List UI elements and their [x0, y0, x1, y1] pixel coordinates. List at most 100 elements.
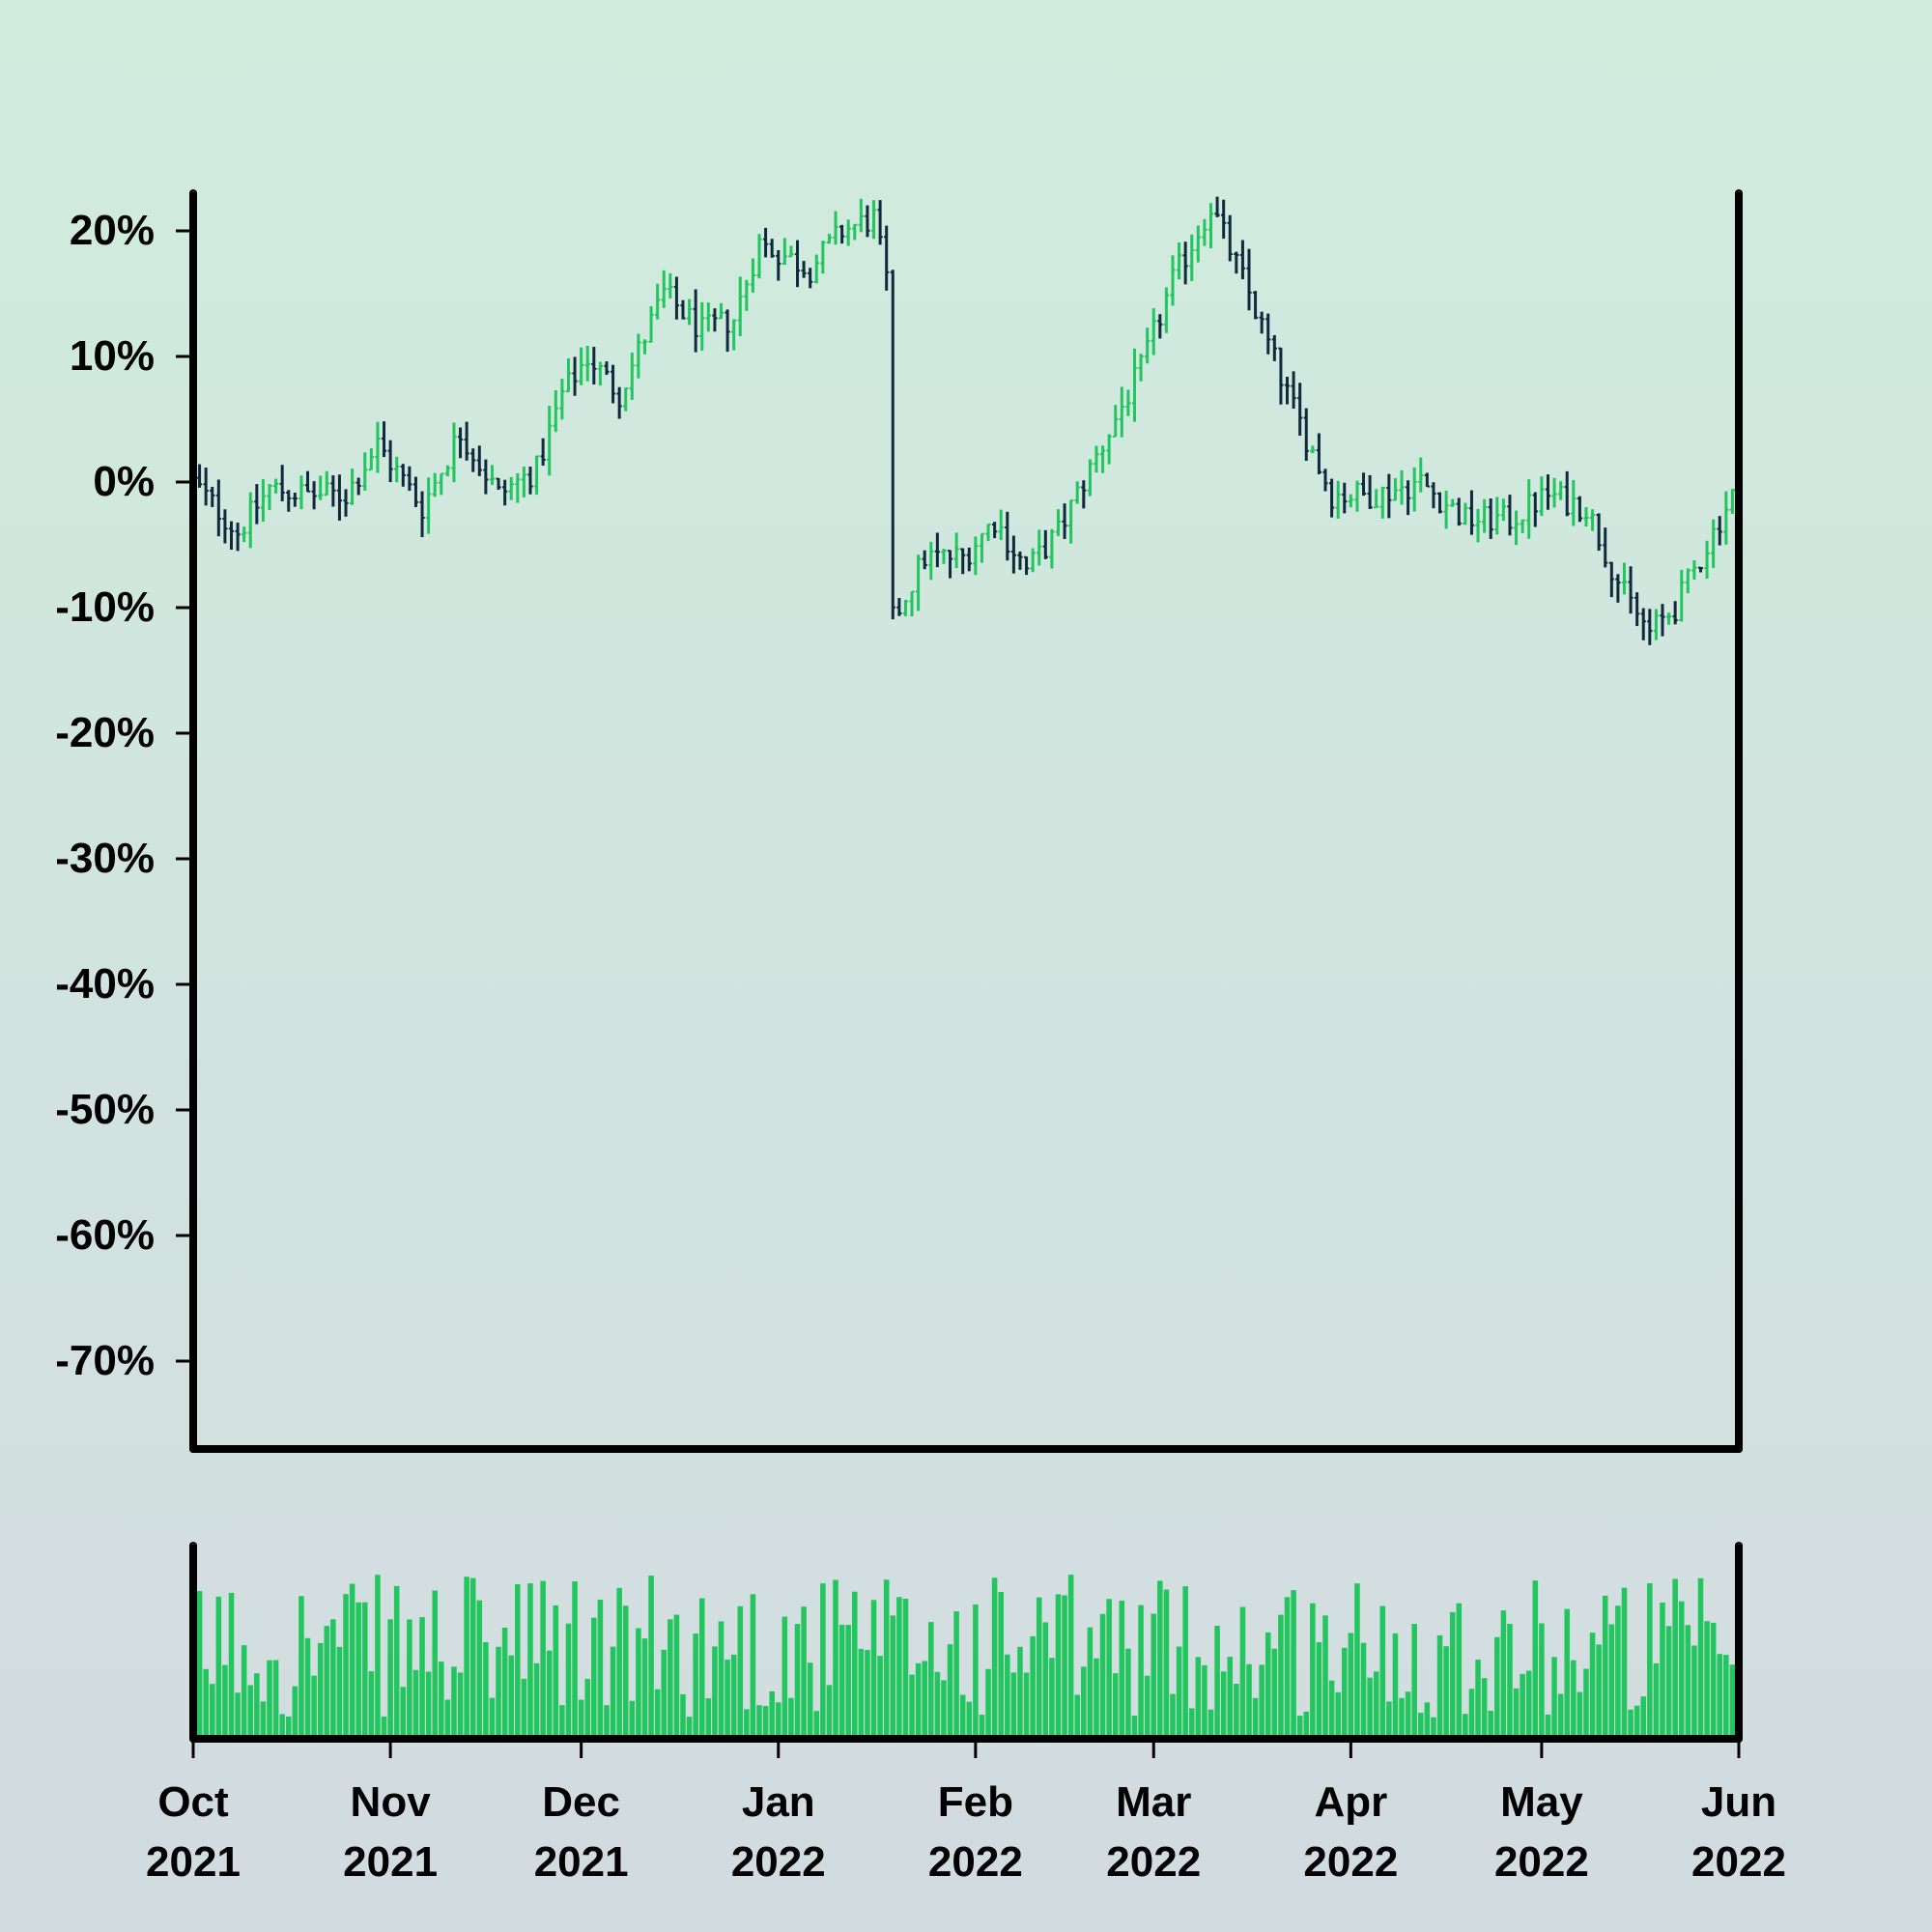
ohlc-bar — [419, 491, 425, 538]
volume-bar — [1234, 1684, 1239, 1739]
ohlc-bar — [865, 205, 870, 238]
volume-bar — [985, 1668, 991, 1739]
volume-bar — [444, 1699, 451, 1739]
volume-bar — [1704, 1621, 1710, 1739]
ohlc-bar — [845, 219, 851, 246]
volume-bar — [1532, 1580, 1539, 1739]
ohlc-bar — [1596, 513, 1602, 552]
volume-bar — [807, 1662, 813, 1739]
volume-bar — [1373, 1671, 1379, 1739]
ohlc-bar — [636, 333, 641, 379]
ohlc-bar — [769, 239, 775, 258]
ohlc-bar — [680, 299, 686, 320]
volume-bar — [412, 1669, 419, 1739]
volume-bar — [801, 1606, 807, 1739]
volume-bar — [393, 1585, 400, 1739]
y-tick-label: -20% — [55, 709, 155, 756]
volume-bar — [959, 1694, 966, 1739]
volume-bar — [1621, 1587, 1628, 1739]
ohlc-bar — [1481, 498, 1488, 533]
volume-bar — [559, 1705, 565, 1739]
ohlc-bar — [737, 276, 743, 336]
ohlc-bar — [909, 590, 915, 617]
ohlc-bar — [381, 421, 387, 458]
volume-bar — [1418, 1713, 1424, 1739]
volume-bar — [407, 1619, 412, 1739]
volume-bar — [439, 1662, 444, 1739]
volume-bar — [1685, 1625, 1691, 1739]
ohlc-bar — [1697, 566, 1704, 573]
ohlc-bar — [1037, 529, 1042, 566]
ohlc-bar — [1436, 492, 1443, 514]
volume-bar — [1564, 1608, 1570, 1739]
volume-bar — [1577, 1691, 1583, 1739]
volume-bar — [654, 1689, 661, 1739]
volume-bar — [247, 1685, 254, 1739]
ohlc-bar — [1234, 251, 1239, 274]
volume-bar — [1119, 1600, 1125, 1739]
volume-bar — [1513, 1688, 1520, 1739]
volume-bar — [947, 1644, 953, 1739]
y-tick-label: -40% — [55, 960, 155, 1008]
volume-bar — [877, 1656, 883, 1739]
ohlc-bar — [1125, 389, 1131, 416]
ohlc-bar — [254, 484, 260, 525]
ohlc-bar — [502, 479, 508, 506]
volume-bar — [1386, 1701, 1392, 1739]
volume-bar — [1182, 1586, 1188, 1739]
ohlc-bar — [1182, 242, 1188, 285]
volume-bar — [1436, 1634, 1443, 1739]
volume-bar — [973, 1604, 979, 1739]
ohlc-bar — [457, 427, 464, 459]
volume-bar — [457, 1672, 464, 1739]
x-tick-label-month: Feb — [938, 1778, 1013, 1826]
volume-bar — [909, 1674, 915, 1739]
volume-bar — [1557, 1693, 1564, 1739]
ohlc-bar — [877, 200, 883, 245]
ohlc-bar — [668, 272, 673, 299]
ohlc-bar — [1151, 308, 1156, 355]
volume-bar — [1335, 1691, 1341, 1739]
x-tick-label-year: 2021 — [534, 1838, 629, 1886]
ohlc-bar — [1488, 498, 1493, 539]
volume-bar — [1062, 1595, 1067, 1739]
volume-bar — [1112, 1673, 1119, 1739]
volume-bar — [565, 1623, 572, 1739]
ohlc-bar — [1042, 529, 1048, 559]
volume-bar — [1291, 1590, 1296, 1739]
y-tick-label: 10% — [70, 332, 155, 380]
ohlc-bar — [1335, 480, 1341, 519]
ohlc-bar — [922, 550, 927, 570]
x-tick-label-month: May — [1500, 1778, 1583, 1826]
volume-bar — [324, 1626, 330, 1739]
volume-bar — [1475, 1660, 1481, 1739]
ohlc-bar — [1532, 492, 1538, 527]
volume-bar — [1342, 1647, 1348, 1739]
ohlc-bar — [731, 319, 737, 351]
ohlc-bar — [1374, 489, 1379, 509]
ohlc-bar — [641, 339, 648, 355]
ohlc-bar — [826, 233, 833, 244]
ohlc-bar — [210, 486, 215, 507]
ohlc-bar — [222, 509, 228, 544]
volume-bar — [336, 1646, 343, 1739]
volume-bar — [1583, 1668, 1589, 1739]
ohlc-bar — [947, 550, 953, 579]
ohlc-bar — [1246, 248, 1252, 311]
ohlc-bar — [718, 302, 724, 320]
ohlc-bar — [304, 470, 311, 493]
volume-bar — [820, 1583, 826, 1739]
volume-bar — [1710, 1622, 1717, 1739]
volume-bar — [508, 1655, 514, 1739]
ohlc-bar — [1405, 480, 1411, 516]
ohlc-bar — [1202, 218, 1208, 246]
ohlc-bar — [1316, 433, 1322, 474]
volume-bar — [1010, 1672, 1017, 1739]
volume-bar — [1520, 1673, 1525, 1739]
volume-bar — [1214, 1625, 1220, 1739]
ohlc-bar — [1074, 481, 1080, 504]
volume-bar — [1608, 1624, 1615, 1739]
ohlc-bar — [1138, 354, 1144, 382]
ohlc-bar — [1259, 311, 1264, 334]
